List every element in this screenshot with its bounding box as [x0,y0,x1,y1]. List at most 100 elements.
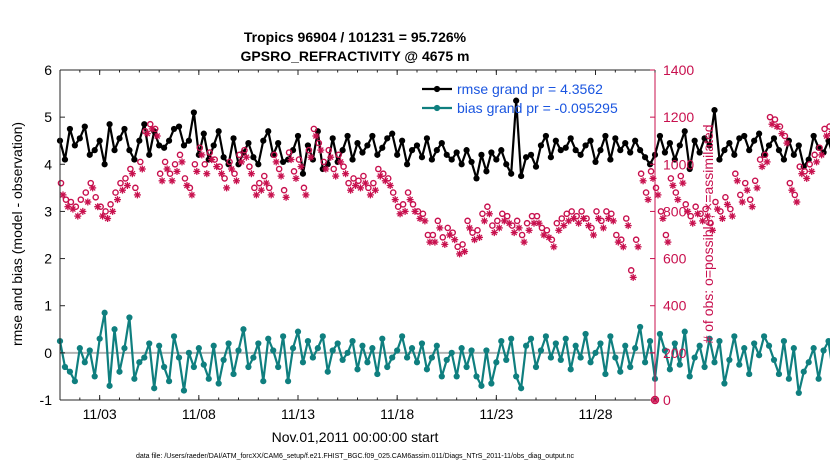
data-point [146,151,153,158]
data-point [656,132,664,140]
asterisk-stroke [565,217,572,224]
data-point [389,130,396,137]
assimilated-obs-point [480,217,488,225]
assimilated-obs-point [659,215,667,222]
data-point [746,370,753,378]
assimilated-obs-point [813,158,821,166]
assimilated-obs-point [738,198,746,206]
data-point [607,333,614,340]
y2-tick-label: 400 [663,298,687,314]
data-point [513,97,520,104]
assimilated-obs-point [798,170,806,178]
data-point [260,137,267,144]
assimilated-obs-point [728,212,736,220]
data-point [478,151,485,158]
assimilated-obs-point [758,163,766,171]
asterisk-stroke [273,158,280,165]
data-point [384,363,391,371]
asterisk-stroke [407,196,414,203]
asterisk-stroke [526,227,533,234]
data-point [498,337,505,345]
possible-obs-point [553,219,561,227]
data-point [582,142,589,149]
possible-obs-point [771,116,779,123]
data-point [661,149,669,156]
asterisk-stroke [719,215,726,222]
data-point [284,378,292,385]
data-point [428,156,435,163]
data-point [671,340,678,347]
assimilated-obs-point [575,219,583,227]
data-point [666,139,673,147]
assimilated-obs-point [634,243,642,251]
asterisk-stroke [729,213,736,220]
asterisk-stroke [104,215,111,222]
possible-obs-point [632,236,640,244]
assimilated-obs-point [213,163,221,171]
data-point [255,161,262,168]
data-point [522,154,530,161]
asterisk-stroke [788,187,795,194]
asterisk-stroke [402,208,409,215]
asterisk-stroke [446,232,453,238]
data-point [617,368,624,375]
possible-obs-point [221,175,228,182]
data-point [423,366,431,373]
possible-obs-point [260,172,268,180]
x-tick-label: 11/28 [579,406,613,422]
data-point [641,154,649,161]
possible-obs-point [330,165,338,173]
assimilated-obs-point [689,219,697,227]
assimilated-obs-point [694,210,702,218]
assimilated-obs-point [168,177,176,185]
possible-obs-point [434,217,442,225]
data-point [111,326,118,333]
possible-obs-point [489,222,496,229]
y2-tick-label: 800 [663,203,687,219]
possible-obs-point [270,151,278,159]
asterisk-stroke [461,248,468,255]
data-point [304,337,312,345]
data-point [240,326,247,333]
assimilated-obs-point [401,207,409,215]
data-point [121,345,128,352]
possible-obs-point [786,179,794,187]
possible-obs-point [622,215,630,222]
data-point [721,380,728,387]
data-point [225,340,232,347]
data-point [765,142,773,149]
possible-obs-point [657,208,665,215]
possible-obs-point [166,170,174,178]
asterisk-stroke [154,133,161,139]
data-point [731,151,738,158]
data-point [815,375,822,382]
assimilated-obs-point [451,236,459,244]
data-point [582,330,589,338]
data-point [413,359,421,366]
assimilated-obs-point [763,158,771,166]
asterisk-stroke [119,187,126,194]
data-point [602,370,609,378]
assimilated-obs-point [386,182,394,189]
possible-obs-point [652,184,660,192]
possible-obs-point [156,170,164,178]
x-tick-label: 11/08 [182,406,216,422]
possible-obs-point [246,163,253,170]
asterisk-stroke [417,215,423,222]
data-point [607,156,614,163]
asterisk-stroke [198,151,205,158]
possible-obs-point [389,189,397,196]
data-point [384,135,391,142]
assimilated-obs-point [257,186,265,194]
assimilated-obs-point [327,153,335,161]
data-point [349,156,356,163]
asterisk-stroke [451,236,458,243]
possible-obs-point [498,210,506,218]
data-point [741,132,748,140]
data-point [418,340,426,347]
data-point [175,123,183,130]
asterisk-stroke [664,239,671,246]
assimilated-obs-point [580,215,588,222]
asterisk-stroke [322,166,329,172]
data-point [493,156,500,163]
